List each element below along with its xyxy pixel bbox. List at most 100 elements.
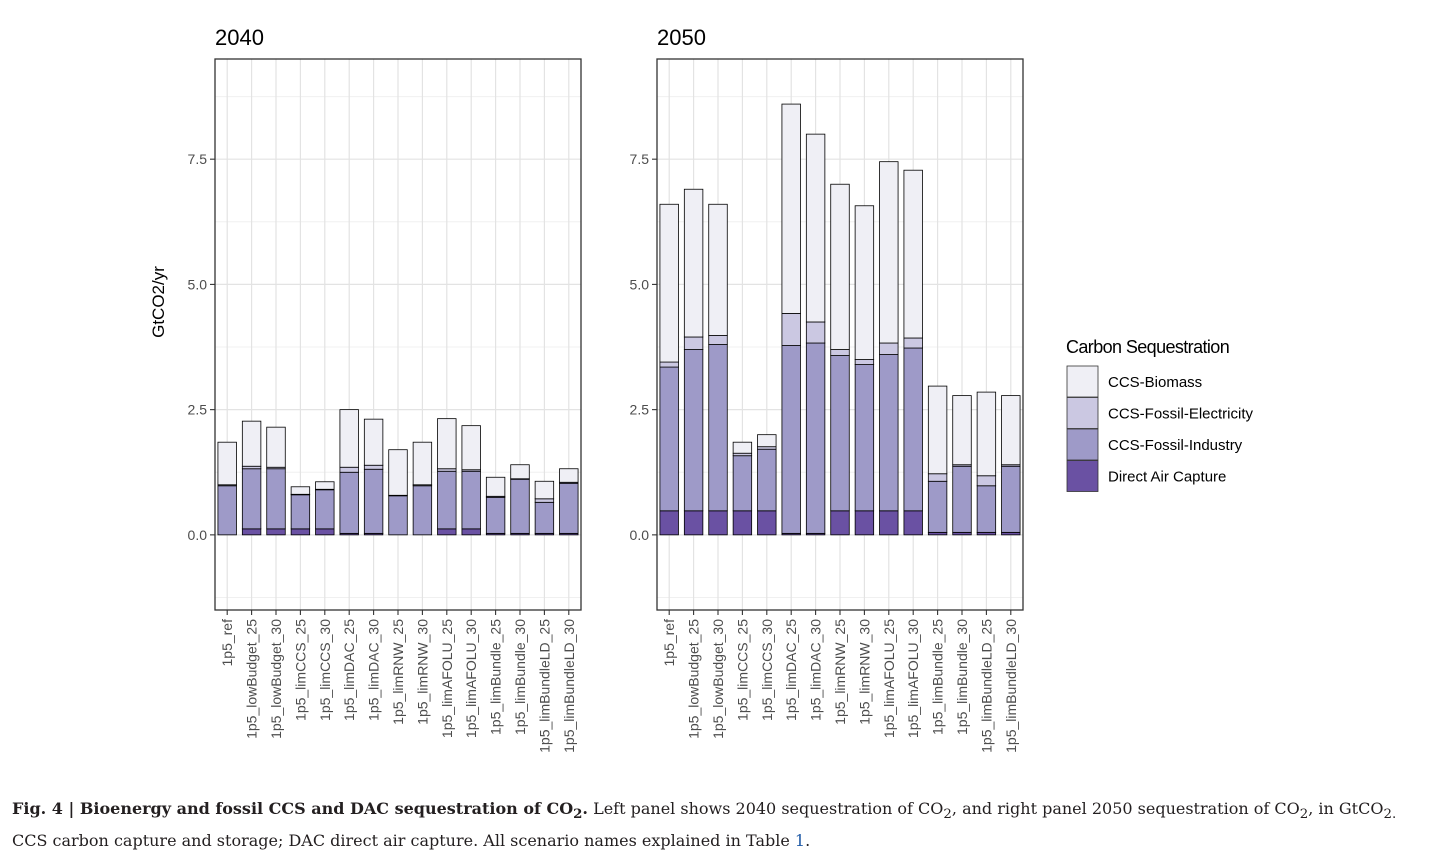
panel-2050-bar-ccs-biomass xyxy=(805,133,826,323)
panel-2040-bar-ccs-fossil-industry xyxy=(339,471,359,534)
panel-2050-x-tick-label: 1p5_limDAC_30 xyxy=(808,619,824,721)
panel-2050-bar-direct-air-capture xyxy=(683,510,704,536)
panel-2050-x-tick-label: 1p5_limDAC_25 xyxy=(783,619,799,721)
caption-body-4: CCS carbon capture and storage; DAC dire… xyxy=(12,831,795,851)
panel-2040-x-tick-label: 1p5_limRNW_30 xyxy=(414,619,430,725)
panel-2050-bar-ccs-fossil-electricity xyxy=(903,337,923,349)
panel-2050-bar-ccs-biomass xyxy=(732,441,753,454)
panel-2040-bar-ccs-biomass xyxy=(412,441,433,486)
panel-2050-bar-ccs-biomass xyxy=(903,169,923,339)
legend-label-ccs-biomass: CCS-Biomass xyxy=(1108,374,1202,391)
panel-2050-bar-ccs-fossil-industry xyxy=(757,448,777,512)
panel-2040-y-tick-label: 7.5 xyxy=(188,151,208,167)
caption-title: Bioenergy and fossil CCS and DAC sequest… xyxy=(79,799,588,822)
panel-2050-bar-ccs-fossil-electricity xyxy=(976,475,997,487)
panel-2040-bar-ccs-biomass xyxy=(388,449,408,496)
caption-sub-2: 2 xyxy=(1299,807,1309,823)
panel-2040-bar-ccs-biomass xyxy=(315,481,335,490)
panel-2050-bar-direct-air-capture xyxy=(879,510,899,536)
table-reference-link[interactable]: 1 xyxy=(794,831,806,851)
panel-2050-x-tick-label: 1p5_limBundleLD_30 xyxy=(1003,619,1019,753)
panel-2050-bar-ccs-fossil-industry xyxy=(927,480,948,533)
panel-2050-bar-ccs-fossil-electricity xyxy=(683,336,704,350)
panel-2040-bar-ccs-fossil-electricity xyxy=(339,466,359,473)
panel-2050-x-tick-label: 1p5_limBundle_25 xyxy=(930,619,946,735)
panel-2050-bar-ccs-fossil-industry xyxy=(708,344,728,512)
panel-2040-bar-direct-air-capture xyxy=(461,528,481,536)
panel-2040-x-tick-label: 1p5_limRNW_25 xyxy=(390,619,406,725)
panel-2050-bar-direct-air-capture xyxy=(732,510,753,536)
panel-2040-bar-ccs-biomass xyxy=(266,426,286,468)
panel-2050-bar-ccs-fossil-industry xyxy=(903,347,923,512)
panel-2040-x-tick-label: 1p5_limBundle_30 xyxy=(512,619,528,735)
panel-2050-bar-ccs-biomass xyxy=(927,385,948,475)
panel-2040-bar-ccs-fossil-industry xyxy=(510,478,530,534)
panel-2050-bar-ccs-biomass xyxy=(683,188,704,338)
panel-2040-bar-ccs-fossil-industry xyxy=(412,485,433,536)
panel-2040-bar-ccs-biomass xyxy=(290,486,311,495)
panel-2050-bar-ccs-fossil-electricity xyxy=(854,359,875,365)
panel-2050-x-tick-label: 1p5_limBundle_30 xyxy=(954,619,970,735)
panel-2040-bar-ccs-fossil-industry xyxy=(437,470,457,530)
panel-2050-bar-ccs-biomass xyxy=(781,103,801,314)
panel-2040-x-tick-label: 1p5_limDAC_25 xyxy=(341,619,357,721)
panel-2050-x-tick-label: 1p5_lowBudget_30 xyxy=(710,619,726,739)
panel-2050-bar-direct-air-capture xyxy=(854,510,875,536)
panel-2040-bar-ccs-biomass xyxy=(485,476,506,497)
caption-title-end: . xyxy=(582,799,588,818)
panel-2040-bar-ccs-biomass xyxy=(339,409,359,468)
panel-2040-bar-ccs-biomass xyxy=(534,480,555,500)
panel-2040-x-tick-label: 1p5_limCCS_30 xyxy=(317,619,333,721)
panel-2050-y-tick-label: 7.5 xyxy=(630,151,650,167)
panel-2050-x-tick-label: 1p5_limAFOLU_30 xyxy=(905,619,921,738)
panel-2050-bar-ccs-biomass xyxy=(1001,395,1021,466)
panel-2040-bar-ccs-fossil-industry xyxy=(485,496,506,534)
panel-2050-bar-direct-air-capture xyxy=(757,510,777,536)
panel-2040-bar-ccs-fossil-industry xyxy=(241,468,262,530)
panel-2050-x-tick-label: 1p5_limCCS_25 xyxy=(734,619,750,721)
panel-2040-bar-ccs-fossil-industry xyxy=(315,489,335,530)
legend-swatch-ccs-fossil-electricity xyxy=(1066,397,1099,429)
panel-2050-y-tick-label: 0.0 xyxy=(630,527,650,543)
panel-2050-bar-direct-air-capture xyxy=(659,510,679,536)
panel-2050-x-tick-label: 1p5_lowBudget_25 xyxy=(686,619,702,739)
panel-2050-bar-ccs-biomass xyxy=(757,434,777,448)
panel-2050-x-tick-label: 1p5_limBundleLD_25 xyxy=(978,619,994,753)
legend-swatch-direct-air-capture xyxy=(1066,460,1099,492)
panel-2050-bar-ccs-fossil-electricity xyxy=(879,342,899,355)
panel-2040-title: 2040 xyxy=(215,25,264,50)
panel-2040-bar-direct-air-capture xyxy=(437,528,457,536)
panel-2040-bar-ccs-biomass xyxy=(217,441,237,486)
panel-2050-title: 2050 xyxy=(657,25,706,50)
panel-2040-x-tick-label: 1p5_limBundleLD_30 xyxy=(561,619,577,753)
panel-2050-x-tick-label: 1p5_ref xyxy=(661,619,677,667)
panel-2050-bar-ccs-fossil-industry xyxy=(830,355,850,512)
panel-2040-bar-ccs-fossil-electricity xyxy=(363,464,384,470)
caption-title-sub: 2 xyxy=(573,806,583,823)
legend-label-ccs-fossil-industry: CCS-Fossil-Industry xyxy=(1108,437,1243,454)
panel-2050-bar-direct-air-capture xyxy=(708,510,728,536)
panel-2050-bar-ccs-biomass xyxy=(879,161,899,344)
caption-title-text: Bioenergy and fossil CCS and DAC sequest… xyxy=(79,799,574,818)
panel-2050-bar-ccs-fossil-electricity xyxy=(830,349,850,356)
panel-2050-bar-ccs-fossil-electricity xyxy=(659,361,679,368)
panel-2050-bar-ccs-fossil-industry xyxy=(879,354,899,512)
panel-2040-x-tick-label: 1p5_limBundleLD_25 xyxy=(536,619,552,753)
panel-2040-y-tick-label: 0.0 xyxy=(188,527,208,543)
y-axis-label: GtCO2/yr xyxy=(149,266,168,338)
panel-2050-bar-ccs-fossil-industry xyxy=(683,349,704,512)
panel-2040-bar-direct-air-capture xyxy=(241,528,262,536)
caption-body-5: . xyxy=(805,831,811,851)
panel-2050-bar-ccs-fossil-electricity xyxy=(927,473,948,482)
panel-2050-bar-ccs-biomass xyxy=(659,203,679,363)
caption-sub-1: 2 xyxy=(943,807,952,823)
panel-2050-bar-ccs-fossil-industry xyxy=(952,465,972,533)
panel-2040-bar-ccs-biomass xyxy=(559,468,579,483)
panel-2050-bar-ccs-fossil-industry xyxy=(805,342,826,534)
panel-2040-x-tick-label: 1p5_limBundle_25 xyxy=(488,619,504,735)
panel-2050-x-tick-label: 1p5_limRNW_30 xyxy=(856,619,872,725)
panel-2050-bar-direct-air-capture xyxy=(830,510,850,536)
panel-2040-y-tick-label: 5.0 xyxy=(188,276,208,292)
panel-2040-bar-direct-air-capture xyxy=(315,528,335,536)
panel-2040-x-tick-label: 1p5_lowBudget_30 xyxy=(268,619,284,739)
